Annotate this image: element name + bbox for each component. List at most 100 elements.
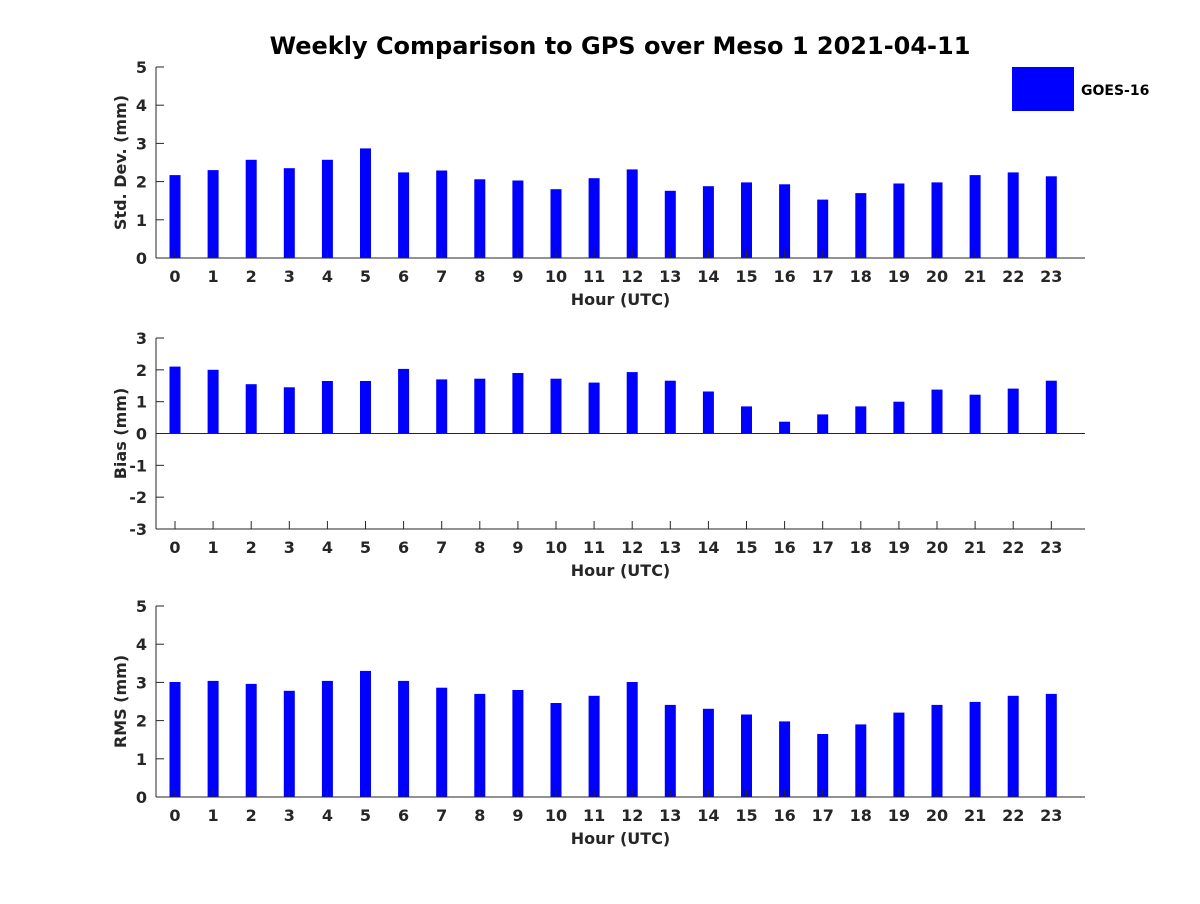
bar-std-dev-hour-8	[474, 179, 486, 258]
x-tick-label-bias-22: 22	[1002, 538, 1024, 557]
x-tick-label-std-dev-13: 13	[659, 267, 681, 286]
x-tick-label-std-dev-12: 12	[621, 267, 643, 286]
bar-std-dev-hour-5	[360, 148, 371, 258]
x-tick-label-bias-8: 8	[474, 538, 485, 557]
x-tick-label-rms-2: 2	[246, 806, 257, 825]
bar-bias-hour-23	[1045, 380, 1057, 434]
x-tick-label-rms-9: 9	[512, 806, 523, 825]
y-axis-label-rms: RMS (mm)	[111, 655, 130, 748]
y-tick-label-rms-0: 0	[136, 788, 147, 807]
x-tick-label-std-dev-22: 22	[1002, 267, 1024, 286]
bar-std-dev-hour-18	[855, 193, 867, 258]
x-tick-label-std-dev-18: 18	[850, 267, 872, 286]
x-tick-label-bias-0: 0	[169, 538, 180, 557]
x-tick-label-std-dev-0: 0	[169, 267, 180, 286]
bar-bias-hour-21	[969, 394, 981, 434]
x-tick-label-std-dev-9: 9	[512, 267, 523, 286]
bar-std-dev-hour-0	[169, 175, 181, 258]
bar-rms-hour-7	[436, 687, 448, 797]
bar-rms-hour-11	[588, 695, 600, 797]
x-tick-label-bias-6: 6	[398, 538, 409, 557]
bar-std-dev-hour-15	[741, 182, 752, 258]
bar-bias-hour-8	[474, 378, 486, 434]
x-tick-label-bias-2: 2	[246, 538, 257, 557]
x-tick-label-bias-7: 7	[436, 538, 447, 557]
bar-rms-hour-9	[512, 690, 524, 797]
x-tick-label-std-dev-17: 17	[812, 267, 834, 286]
bar-bias-hour-16	[779, 421, 791, 434]
bar-std-dev-hour-13	[664, 190, 676, 258]
x-tick-label-rms-6: 6	[398, 806, 409, 825]
x-tick-label-bias-18: 18	[850, 538, 872, 557]
x-tick-label-rms-11: 11	[583, 806, 605, 825]
bar-std-dev-hour-14	[702, 186, 714, 258]
y-tick-label-bias-0: -3	[129, 520, 147, 539]
bar-rms-hour-0	[169, 682, 181, 797]
x-tick-label-rms-16: 16	[773, 806, 795, 825]
y-tick-label-bias-1: -2	[129, 488, 147, 507]
bar-rms-hour-6	[398, 680, 410, 797]
y-tick-label-rms-1: 1	[136, 750, 147, 769]
bar-bias-hour-3	[283, 387, 295, 434]
x-tick-label-std-dev-10: 10	[545, 267, 567, 286]
x-tick-label-std-dev-2: 2	[246, 267, 257, 286]
bar-bias-hour-1	[207, 369, 219, 434]
bar-bias-hour-13	[664, 380, 676, 434]
x-tick-label-bias-14: 14	[697, 538, 719, 557]
bar-rms-hour-4	[321, 680, 333, 797]
y-tick-label-std-dev-5: 5	[136, 58, 147, 77]
x-tick-label-std-dev-4: 4	[322, 267, 333, 286]
bar-std-dev-hour-7	[436, 170, 448, 258]
x-tick-label-std-dev-6: 6	[398, 267, 409, 286]
x-tick-label-bias-11: 11	[583, 538, 605, 557]
bar-bias-hour-15	[741, 406, 752, 434]
x-axis-label-bias: Hour (UTC)	[571, 561, 671, 580]
bar-std-dev-hour-20	[931, 182, 943, 258]
bar-rms-hour-19	[893, 712, 905, 797]
bar-rms-hour-20	[931, 704, 943, 797]
y-tick-label-bias-4: 1	[136, 393, 147, 412]
x-tick-label-rms-1: 1	[208, 806, 219, 825]
bar-bias-hour-5	[360, 381, 371, 434]
legend: GOES-16	[1012, 67, 1149, 111]
bar-std-dev-hour-19	[893, 183, 905, 258]
x-tick-label-bias-3: 3	[284, 538, 295, 557]
x-tick-label-rms-5: 5	[360, 806, 371, 825]
x-tick-label-bias-20: 20	[926, 538, 948, 557]
bar-std-dev-hour-1	[207, 170, 219, 258]
bar-std-dev-hour-4	[321, 159, 333, 258]
x-tick-label-rms-12: 12	[621, 806, 643, 825]
bar-std-dev-hour-11	[588, 178, 600, 258]
x-tick-label-rms-23: 23	[1040, 806, 1062, 825]
x-tick-label-bias-9: 9	[512, 538, 523, 557]
x-tick-label-bias-23: 23	[1040, 538, 1062, 557]
x-tick-label-std-dev-3: 3	[284, 267, 295, 286]
y-tick-label-bias-3: 0	[136, 425, 147, 444]
y-tick-label-bias-6: 3	[136, 329, 147, 348]
x-tick-label-rms-14: 14	[697, 806, 719, 825]
bar-std-dev-hour-16	[779, 184, 791, 258]
x-tick-label-rms-3: 3	[284, 806, 295, 825]
x-tick-label-rms-13: 13	[659, 806, 681, 825]
bar-rms-hour-14	[702, 708, 714, 797]
x-tick-label-bias-15: 15	[735, 538, 757, 557]
x-tick-label-bias-21: 21	[964, 538, 986, 557]
bar-bias-hour-18	[855, 406, 867, 434]
x-tick-label-std-dev-8: 8	[474, 267, 485, 286]
x-tick-label-std-dev-16: 16	[773, 267, 795, 286]
bar-bias-hour-10	[550, 378, 562, 434]
y-tick-label-rms-5: 5	[136, 597, 147, 616]
bar-rms-hour-8	[474, 693, 486, 797]
y-tick-label-std-dev-3: 3	[136, 134, 147, 153]
x-tick-label-rms-19: 19	[888, 806, 910, 825]
x-tick-label-std-dev-20: 20	[926, 267, 948, 286]
x-tick-label-rms-20: 20	[926, 806, 948, 825]
bar-rms-hour-3	[283, 690, 295, 797]
bar-bias-hour-2	[245, 384, 257, 434]
x-tick-label-bias-16: 16	[773, 538, 795, 557]
bar-bias-hour-17	[817, 414, 829, 434]
x-tick-label-rms-15: 15	[735, 806, 757, 825]
